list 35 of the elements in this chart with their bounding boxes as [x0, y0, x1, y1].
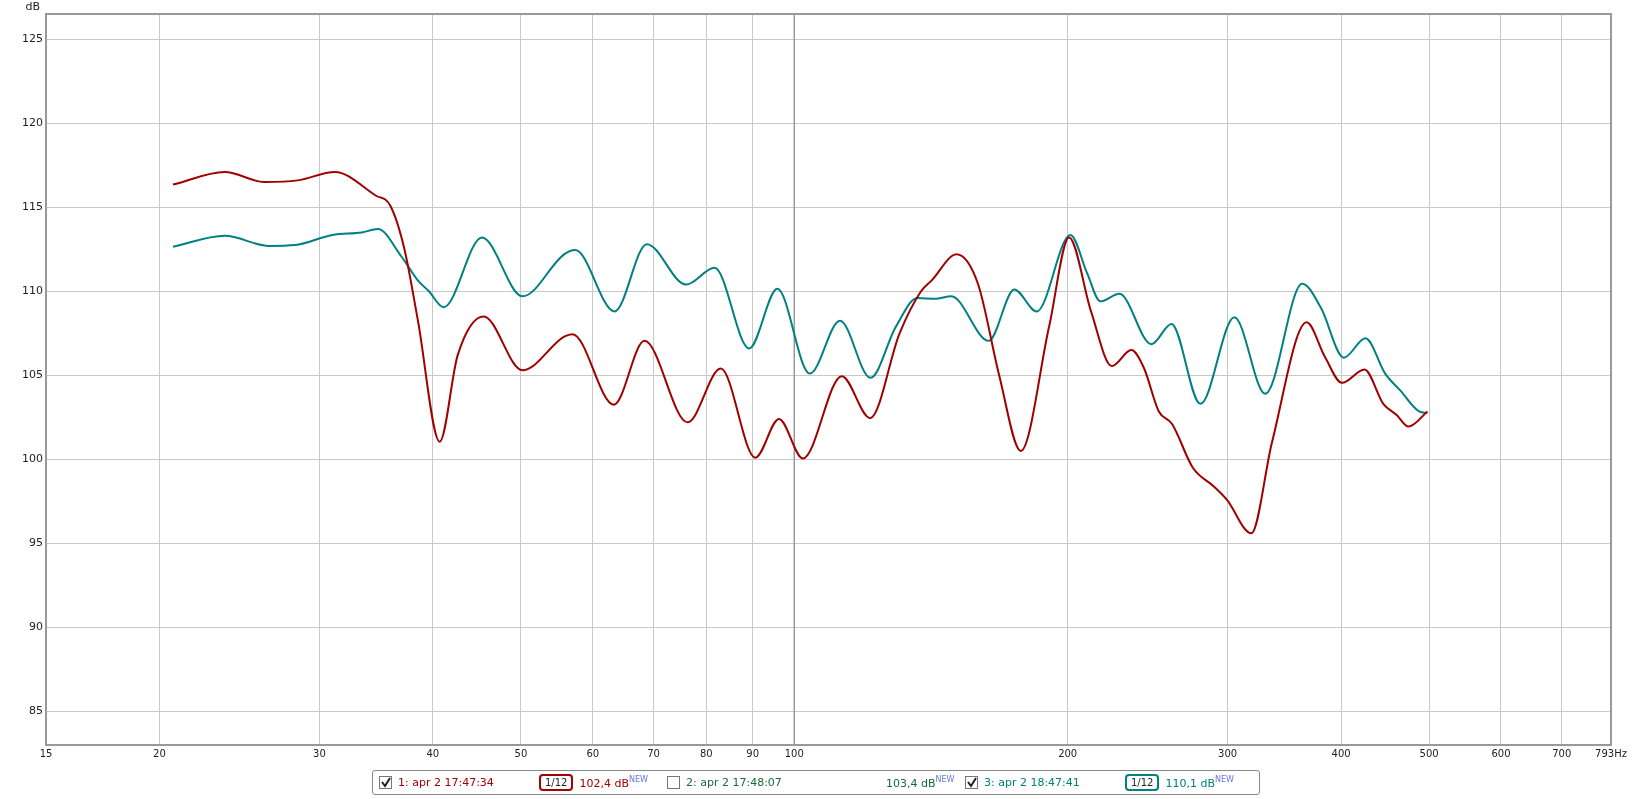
text: 110,1 dB$^{NEW}$: [1165, 775, 1234, 790]
x-tick-label: 500: [1419, 747, 1439, 759]
y-tick-label: 125: [22, 32, 43, 46]
x-tick-label: 793Hz: [1595, 747, 1627, 759]
x-tick-label: 50: [514, 747, 528, 759]
y-tick-label: 85: [29, 704, 43, 718]
x-tick-label: 70: [647, 747, 660, 759]
x-tick-label: 400: [1331, 747, 1351, 759]
x-tick-label: 300: [1218, 747, 1238, 759]
text: 103,4 dB$^{NEW}$: [886, 775, 955, 790]
x-tick-label: 100: [784, 747, 804, 759]
y-tick-label: 120: [22, 116, 43, 130]
text: 2: apr 2 17:48:07: [686, 776, 783, 789]
y-tick-label: 95: [29, 536, 43, 550]
text: 3: apr 2 18:47:41: [983, 776, 1081, 789]
text: 1/12: [1124, 774, 1160, 791]
x-tick-label: 700: [1552, 747, 1572, 759]
y-tick-label: 115: [22, 200, 43, 214]
x-tick-label: 60: [586, 747, 600, 759]
y-axis-title: dB: [25, 0, 40, 14]
x-tick-label: 200: [1058, 747, 1078, 759]
x-tick-label: 20: [153, 747, 166, 759]
x-tick-label: 600: [1491, 747, 1511, 759]
text: 1: apr 2 17:47:34: [398, 776, 495, 789]
x-tick-label: 80: [699, 747, 713, 759]
y-tick-label: 110: [22, 284, 43, 298]
x-tick-label: 15: [39, 747, 53, 759]
y-tick-label: 100: [22, 452, 43, 466]
text: 102,4 dB$^{NEW}$: [579, 775, 648, 790]
y-tick-label: 90: [29, 620, 43, 634]
x-tick-label: 30: [313, 747, 326, 759]
y-tick-label: 105: [22, 368, 43, 382]
x-tick-label: 90: [746, 747, 760, 759]
text: 1/12: [539, 774, 574, 791]
x-tick-label: 40: [426, 747, 440, 759]
